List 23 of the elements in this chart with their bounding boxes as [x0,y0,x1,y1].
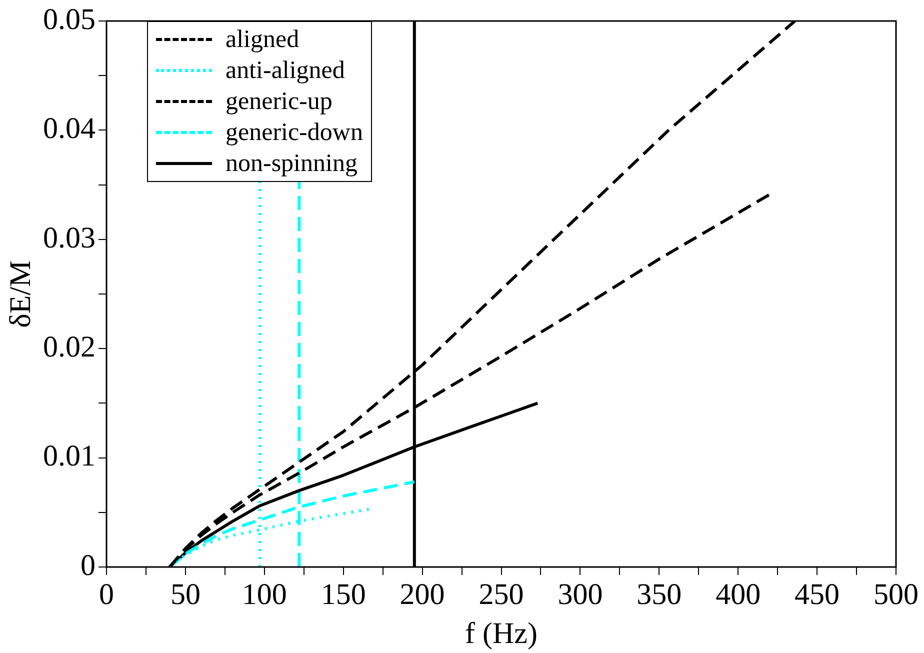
x-tick-label: 350 [636,578,682,611]
y-tick-label: 0.05 [43,2,96,36]
y-tick-label: 0 [80,548,96,582]
legend-label: generic-up [226,87,332,117]
y-axis-title: δE/M [4,260,37,328]
x-axis-title: f (Hz) [465,616,538,650]
x-tick-label: 500 [874,578,918,611]
legend-label: anti-aligned [226,56,345,86]
y-tick-label: 0.02 [43,330,96,364]
x-tick-label: 100 [242,578,287,611]
y-tick-label: 0.04 [43,112,96,146]
x-tick-label: 150 [320,578,366,611]
y-tick-label: 0.03 [43,221,96,254]
legend-label: generic-down [226,118,363,148]
legend-label: aligned [226,25,300,55]
x-tick-label: 450 [794,578,840,611]
legend-label: non-spinning [226,149,358,179]
x-tick-label: 400 [716,578,761,611]
x-tick-label: 300 [558,578,603,611]
x-tick-label: 200 [400,578,445,611]
x-tick-label: 250 [478,578,524,611]
x-tick-label: 50 [170,578,200,611]
y-tick-label: 0.01 [43,440,96,473]
